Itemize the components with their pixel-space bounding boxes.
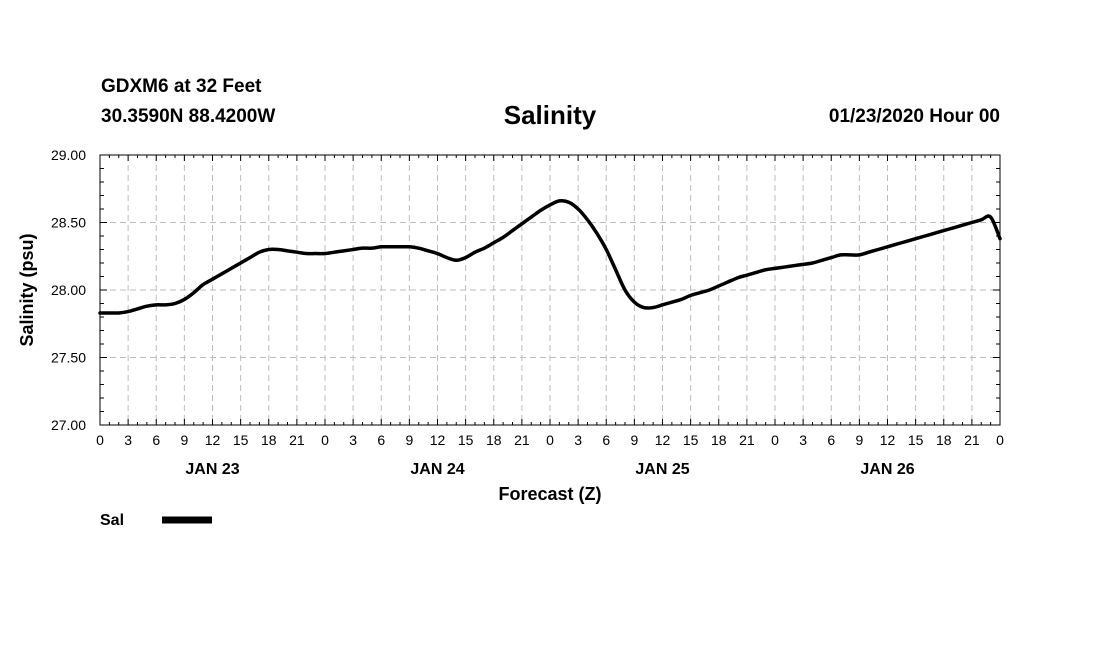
legend-label: Sal [100,512,124,529]
y-tick-label: 28.00 [51,282,86,298]
x-tick-label: 12 [880,432,896,448]
chart-title: Salinity [503,100,597,130]
x-tick-label: 21 [739,432,755,448]
x-tick-label: 12 [655,432,671,448]
x-tick-label: 9 [855,432,863,448]
x-tick-label: 15 [683,432,699,448]
x-tick-label: 3 [574,432,582,448]
x-tick-label: 9 [180,432,188,448]
x-tick-label: 3 [349,432,357,448]
x-tick-label: 18 [711,432,727,448]
station-label: GDXM6 at 32 Feet [101,76,262,97]
day-label: JAN 24 [410,461,464,478]
grid [100,155,1000,425]
x-tick-label: 15 [908,432,924,448]
x-tick-label: 18 [486,432,502,448]
y-tick-label: 27.50 [51,350,86,366]
x-tick-label: 12 [205,432,221,448]
y-tick-label: 29.00 [51,147,86,163]
x-tick-label: 15 [458,432,474,448]
x-axis-label: Forecast (Z) [498,484,601,504]
series-layer [98,198,1002,315]
x-tick-label: 6 [377,432,385,448]
x-tick-label: 18 [936,432,952,448]
x-tick-label: 15 [233,432,249,448]
coordinates-label: 30.3590N 88.4200W [101,106,276,127]
x-tick-label: 21 [289,432,305,448]
x-tick-label: 9 [630,432,638,448]
y-tick-label: 28.50 [51,215,86,231]
x-tick-label: 6 [827,432,835,448]
x-tick-label: 3 [124,432,132,448]
x-tick-label: 3 [799,432,807,448]
x-tick-label: 6 [602,432,610,448]
x-tick-label: 21 [514,432,530,448]
plot-frame [99,154,1001,426]
x-tick-label: 18 [261,432,277,448]
x-tick-label: 0 [96,432,104,448]
x-tick-label: 6 [152,432,160,448]
axis-ticks: 0 3 6 9 12 15 18 21 0 3 6 9 12 15 18 21 0 3 6 9 12 15 18 21 0 3 6 9… [51,147,1004,478]
day-label: JAN 23 [185,461,239,478]
x-tick-label: 0 [771,432,779,448]
series-line-salinity [98,198,1002,315]
x-tick-label: 0 [546,432,554,448]
x-tick-label: 0 [996,432,1004,448]
x-tick-label: 0 [321,432,329,448]
x-tick-label: 21 [964,432,980,448]
legend: Sal [100,512,212,529]
day-label: JAN 26 [860,461,914,478]
day-label: JAN 25 [635,461,689,478]
forecast-datetime: 01/23/2020 Hour 00 [828,106,1000,127]
y-axis-label: Salinity (psu) [17,233,37,346]
y-tick-label: 27.00 [51,417,86,433]
x-tick-label: 12 [430,432,446,448]
x-tick-label: 9 [405,432,413,448]
